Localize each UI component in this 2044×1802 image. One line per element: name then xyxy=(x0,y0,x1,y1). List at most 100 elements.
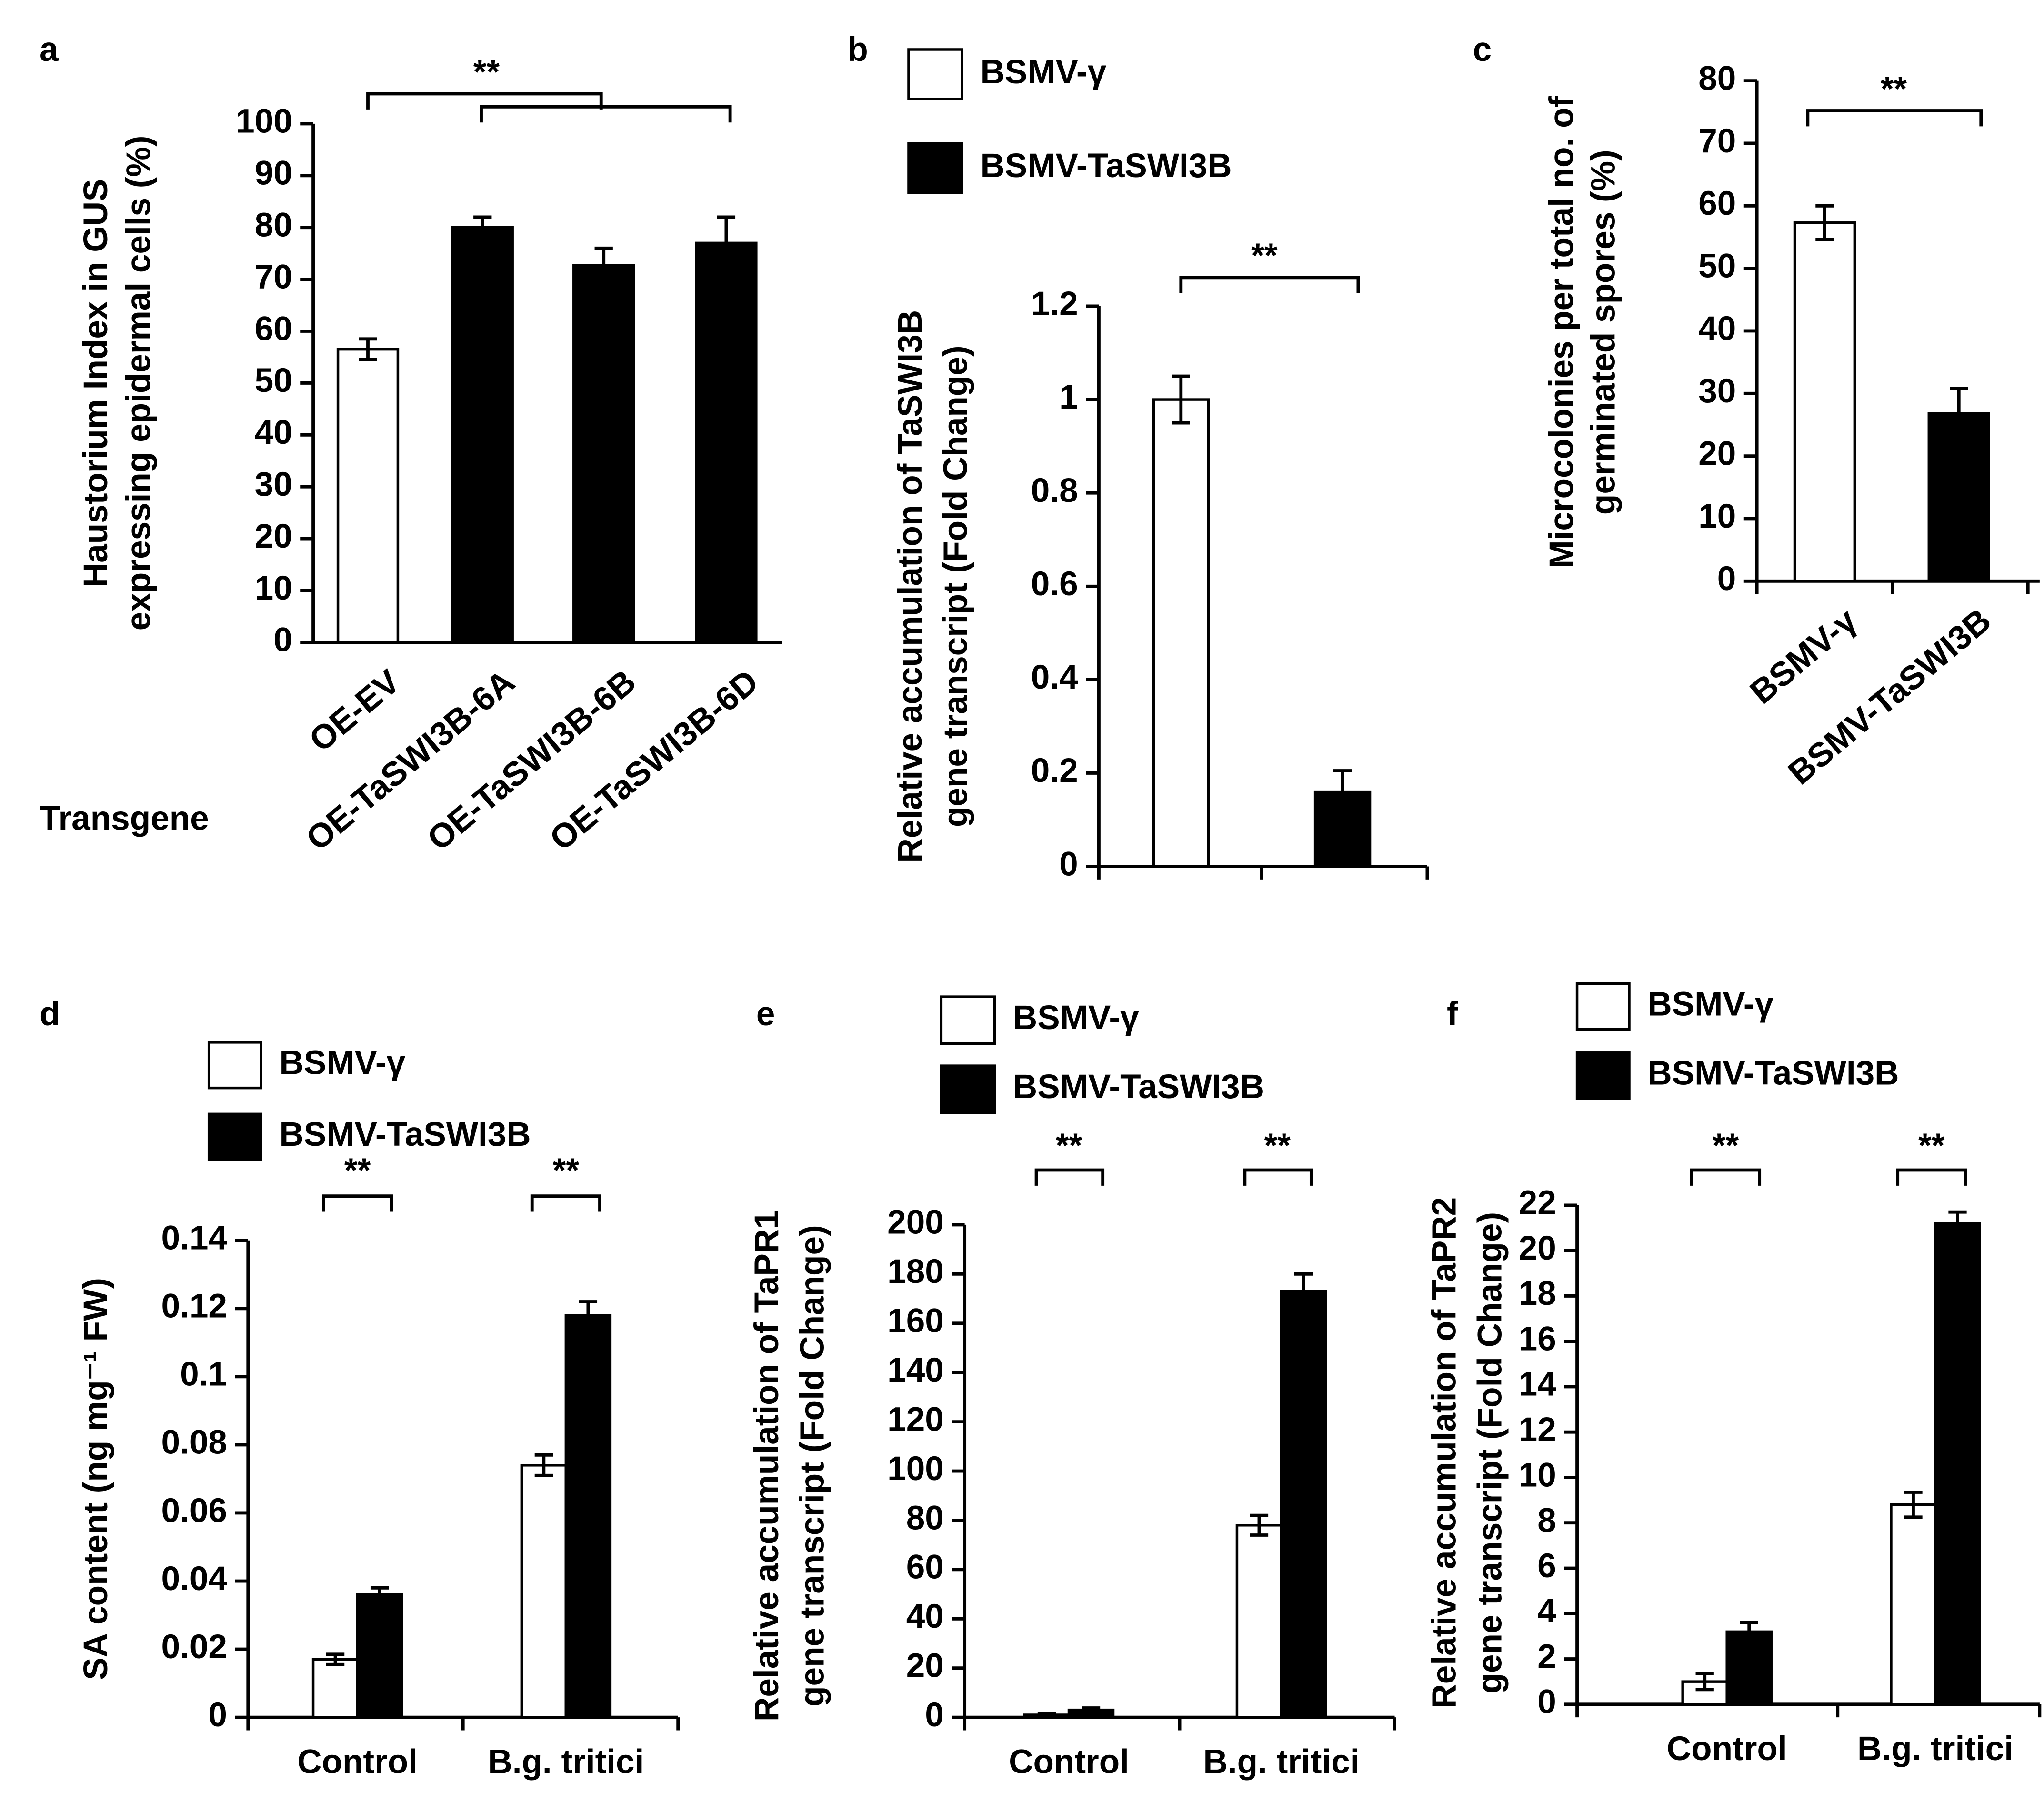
significance-bracket xyxy=(322,1194,393,1212)
bar xyxy=(336,348,400,644)
y-axis-label: gene transcript (Fold Change) xyxy=(937,345,975,827)
y-tick-label: 18 xyxy=(1519,1275,1556,1312)
significance-bracket xyxy=(366,92,603,110)
panel-label: d xyxy=(40,995,60,1033)
legend-swatch xyxy=(207,1112,262,1161)
y-tick-label: 0.06 xyxy=(161,1492,227,1530)
y-tick-label: 0.1 xyxy=(180,1356,227,1393)
x-tick-label: Control xyxy=(1667,1730,1787,1768)
significance-label: ** xyxy=(344,1151,371,1189)
y-tick-label: 120 xyxy=(887,1401,944,1438)
x-axis-label: Transgene xyxy=(40,800,209,838)
significance-bracket xyxy=(1806,109,1983,127)
significance-bracket xyxy=(480,105,732,123)
x-tick-label: B.g. tritici xyxy=(488,1743,644,1781)
x-tick-label: OE-TaSWI3B-6B xyxy=(421,663,643,858)
y-tick-label: 10 xyxy=(1698,498,1736,535)
y-axis-label: germinated spores (%) xyxy=(1585,150,1623,515)
y-tick-label: 30 xyxy=(255,466,292,503)
y-tick-label: 40 xyxy=(255,414,292,451)
significance-bracket xyxy=(1179,276,1360,293)
panel-label: f xyxy=(1447,995,1458,1033)
y-tick-label: 60 xyxy=(1698,185,1736,222)
legend-label: BSMV-γ xyxy=(980,53,1106,91)
bar xyxy=(451,226,514,644)
y-tick-label: 1.2 xyxy=(1031,285,1078,323)
bar xyxy=(564,1314,612,1719)
y-tick-label: 14 xyxy=(1519,1366,1557,1403)
significance-label: ** xyxy=(1056,1127,1082,1164)
significance-bracket xyxy=(1034,1168,1105,1186)
significance-bracket xyxy=(1243,1168,1313,1186)
y-tick-label: 16 xyxy=(1519,1320,1556,1358)
y-tick-label: 0 xyxy=(273,621,292,659)
bar xyxy=(1235,1524,1283,1719)
y-tick-label: 12 xyxy=(1519,1411,1556,1449)
significance-bracket xyxy=(1896,1168,1967,1186)
significance-label: ** xyxy=(473,53,500,91)
legend-label: BSMV-TaSWI3B xyxy=(1013,1068,1264,1106)
y-tick-label: 0.2 xyxy=(1031,752,1078,790)
y-tick-label: 1 xyxy=(1059,379,1078,416)
y-tick-label: 80 xyxy=(1698,60,1736,97)
y-tick-label: 4 xyxy=(1537,1592,1556,1630)
y-axis-label: Haustorium Index in GUS xyxy=(77,179,115,588)
y-tick-label: 90 xyxy=(255,155,292,192)
legend-label: BSMV-TaSWI3B xyxy=(1647,1054,1899,1092)
legend-swatch xyxy=(1575,982,1631,1031)
significance-label: ** xyxy=(553,1151,580,1189)
y-tick-label: 40 xyxy=(906,1598,944,1635)
y-tick-label: 20 xyxy=(1698,435,1736,472)
y-tick-label: 22 xyxy=(1519,1184,1556,1222)
y-tick-label: 0.08 xyxy=(161,1424,227,1462)
y-axis-label: gene transcript (Fold Change) xyxy=(1472,1212,1509,1694)
y-tick-label: 2 xyxy=(1537,1638,1556,1675)
y-tick-label: 80 xyxy=(906,1499,944,1537)
x-tick-label: B.g. tritici xyxy=(1203,1743,1359,1781)
significance-label: ** xyxy=(1881,70,1907,108)
y-tick-label: 40 xyxy=(1698,310,1736,348)
x-tick-label: Control xyxy=(297,1743,418,1781)
x-tick-label: Control xyxy=(1009,1743,1129,1781)
legend-label: BSMV-γ xyxy=(1013,999,1139,1037)
x-tick-label: OE-TaSWI3B-6A xyxy=(299,663,522,858)
y-tick-label: 0.6 xyxy=(1031,565,1078,603)
legend-swatch xyxy=(207,1041,262,1090)
bar xyxy=(1927,412,1990,583)
y-axis-label: expressing epidermal cells (%) xyxy=(120,136,158,631)
y-tick-label: 50 xyxy=(1698,247,1736,285)
bar xyxy=(311,1658,359,1719)
y-tick-label: 70 xyxy=(1698,122,1736,160)
x-tick-label: OE-TaSWI3B-6D xyxy=(543,663,766,858)
legend-swatch xyxy=(940,995,996,1045)
bar xyxy=(572,264,635,644)
y-tick-label: 80 xyxy=(255,207,292,244)
y-tick-label: 0 xyxy=(208,1696,227,1734)
y-tick-label: 0 xyxy=(1537,1683,1556,1721)
legend-swatch xyxy=(907,48,963,100)
y-tick-label: 100 xyxy=(887,1450,944,1488)
y-tick-label: 20 xyxy=(1519,1230,1556,1267)
panel-label: e xyxy=(756,995,775,1033)
bar xyxy=(1280,1290,1327,1719)
x-tick-label: OE-EV xyxy=(302,663,407,760)
y-tick-label: 0.02 xyxy=(161,1628,227,1666)
significance-bracket xyxy=(1690,1168,1762,1186)
y-tick-label: 6 xyxy=(1537,1547,1556,1585)
panel-label: b xyxy=(847,31,868,69)
bar xyxy=(1890,1503,1937,1706)
y-tick-label: 160 xyxy=(887,1302,944,1340)
bar xyxy=(1152,398,1210,868)
significance-label: ** xyxy=(1251,237,1278,275)
legend-swatch xyxy=(940,1064,996,1114)
y-tick-label: 0 xyxy=(1059,845,1078,883)
y-tick-label: 50 xyxy=(255,362,292,400)
bar xyxy=(520,1464,568,1719)
y-tick-label: 0.14 xyxy=(161,1220,228,1257)
y-tick-label: 8 xyxy=(1537,1502,1556,1540)
bar xyxy=(695,241,758,644)
y-axis-label: Microcolonies per total no. of xyxy=(1543,96,1581,568)
y-tick-label: 180 xyxy=(887,1253,944,1291)
y-tick-label: 140 xyxy=(887,1352,944,1389)
